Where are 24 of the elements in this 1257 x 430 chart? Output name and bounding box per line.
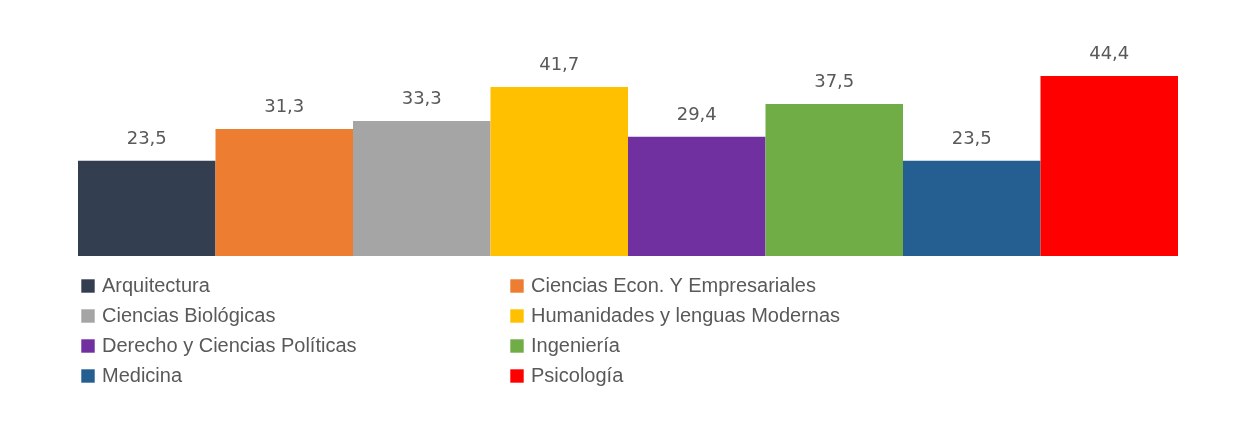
bar: [215, 129, 353, 256]
data-label: 23,5: [951, 126, 992, 148]
bar: [78, 160, 216, 256]
data-label: 29,4: [676, 102, 717, 124]
bar: [628, 136, 766, 256]
data-label: 44,4: [1089, 42, 1130, 63]
bar: [353, 121, 491, 256]
legend-label: Psicología: [531, 364, 625, 386]
data-label: 41,7: [539, 52, 580, 74]
legend-label: Derecho y Ciencias Políticas: [102, 334, 357, 356]
legend-label: Medicina: [102, 364, 183, 386]
legend-label: Ingeniería: [531, 334, 621, 356]
legend-label: Ciencias Econ. Y Empresariales: [531, 274, 816, 296]
legend-label: Arquitectura: [102, 274, 211, 296]
data-label: 31,3: [264, 95, 305, 117]
data-label: 33,3: [401, 87, 442, 108]
legend-label: Ciencias Biológicas: [102, 304, 276, 326]
bar: [903, 160, 1041, 256]
legend-label: Humanidades y lenguas Modernas: [531, 304, 841, 326]
bar: [765, 103, 903, 256]
bar: [1040, 76, 1178, 256]
data-label: 37,5: [814, 69, 855, 91]
data-label: 23,5: [126, 126, 167, 148]
bar: [490, 86, 628, 256]
